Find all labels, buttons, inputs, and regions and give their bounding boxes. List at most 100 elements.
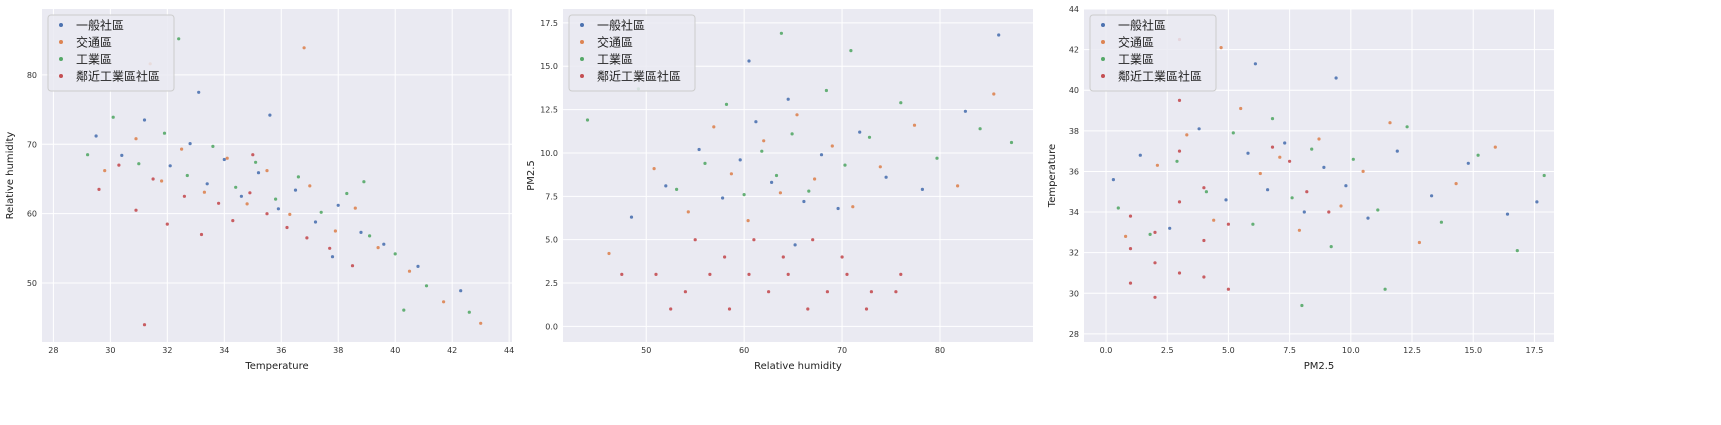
data-point (168, 164, 172, 168)
data-point (1339, 204, 1343, 208)
data-point (746, 219, 750, 223)
data-point (265, 169, 269, 173)
data-point (585, 118, 590, 122)
data-point (754, 120, 758, 124)
data-point (1278, 155, 1282, 159)
data-point (1270, 117, 1275, 121)
data-point (225, 156, 229, 160)
y-axis-label: PM2.5 (526, 160, 537, 191)
data-point (376, 246, 380, 250)
x-tick-label: 10.0 (1342, 346, 1360, 355)
data-point (770, 180, 774, 184)
x-axis-label: Relative humidity (754, 361, 842, 372)
data-point (217, 201, 221, 205)
data-point (222, 157, 226, 162)
data-point (330, 255, 335, 259)
x-tick-label: 60 (739, 346, 749, 355)
data-point (1297, 228, 1301, 232)
data-point (1515, 249, 1519, 253)
legend-label: 交通區 (597, 35, 633, 50)
data-point (251, 153, 255, 157)
data-point (997, 33, 1001, 37)
data-point (1376, 208, 1380, 212)
data-point (265, 212, 269, 216)
data-point (747, 59, 751, 63)
data-point (1155, 163, 1159, 167)
legend-marker (59, 23, 63, 27)
x-tick-label: 17.5 (1526, 346, 1544, 355)
data-point (851, 205, 855, 209)
x-tick-label: 7.5 (1283, 346, 1296, 355)
data-point (160, 179, 164, 183)
y-tick-label: 80 (27, 71, 37, 80)
data-point (245, 202, 249, 206)
data-point (442, 300, 446, 304)
data-point (1266, 188, 1270, 192)
data-point (368, 234, 372, 238)
data-point (336, 203, 340, 207)
data-point (1322, 165, 1326, 169)
data-point (1417, 240, 1421, 245)
y-tick-label: 70 (27, 140, 37, 149)
x-tick-label: 12.5 (1403, 346, 1421, 355)
data-point (199, 232, 204, 237)
data-point (779, 31, 784, 35)
data-point (234, 185, 238, 189)
data-point (884, 175, 888, 179)
data-point (1290, 196, 1294, 200)
data-point (807, 189, 811, 193)
data-point (819, 153, 824, 157)
legend-marker (580, 74, 584, 78)
data-point (1153, 295, 1157, 299)
legend-box (1089, 14, 1217, 92)
data-point (177, 37, 181, 41)
y-tick-label: 40 (1069, 86, 1079, 95)
data-point (620, 272, 624, 276)
data-point (211, 144, 215, 148)
data-point (849, 49, 853, 53)
legend-marker (59, 57, 63, 61)
data-point (402, 308, 406, 312)
data-point (1212, 218, 1216, 222)
data-point (1226, 222, 1230, 226)
chart-panel-3: 0.0 2.5 5.0 7.5 10.0 12.5 15.0 17.5 28 30 32 34 36 38… (1047, 5, 1554, 372)
data-point (774, 173, 779, 178)
data-point (760, 149, 764, 153)
y-tick-label: 50 (27, 279, 37, 288)
data-point (1317, 137, 1321, 141)
data-point (103, 169, 107, 173)
data-point (308, 184, 312, 188)
data-point (752, 238, 756, 242)
y-tick-label: 0.0 (545, 322, 558, 331)
y-tick-label: 7.5 (545, 192, 558, 201)
legend-marker (59, 40, 63, 44)
data-point (416, 264, 420, 268)
data-point (459, 289, 463, 293)
data-point (1351, 157, 1355, 161)
data-point (1116, 206, 1120, 210)
x-tick-label: 36 (276, 346, 286, 355)
data-point (1334, 76, 1338, 80)
data-point (790, 132, 794, 136)
y-tick-label: 30 (1069, 289, 1079, 298)
data-point (345, 191, 349, 196)
data-point (328, 246, 332, 250)
data-point (858, 130, 862, 134)
y-tick-label: 10.0 (540, 149, 558, 158)
data-point (1219, 46, 1223, 50)
data-point (781, 255, 785, 259)
data-point (1175, 159, 1179, 163)
data-point (1476, 153, 1480, 157)
data-point (664, 184, 668, 188)
legend-label: 鄰近工業區社區 (76, 69, 160, 84)
legend-label: 工業區 (597, 53, 633, 67)
x-tick-label: 50 (641, 346, 651, 355)
data-point (767, 290, 771, 294)
data-point (248, 191, 252, 195)
data-point (1128, 214, 1133, 218)
data-point (1258, 171, 1262, 176)
data-point (274, 197, 278, 201)
